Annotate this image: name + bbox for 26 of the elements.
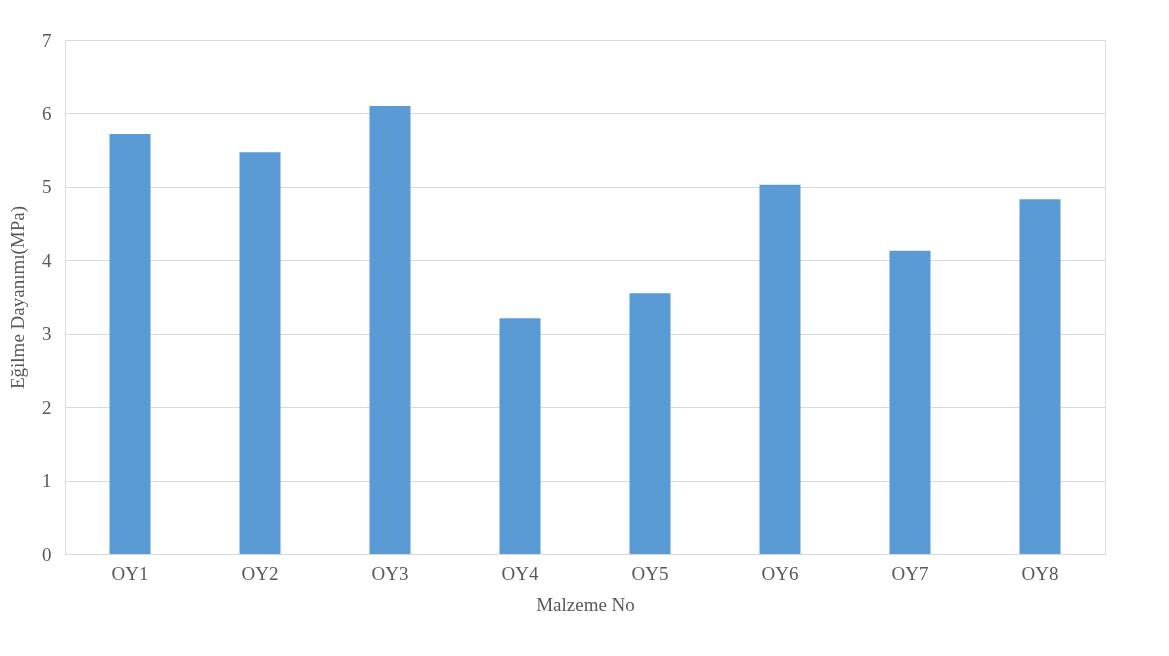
x-tick-label: OY1 bbox=[111, 562, 149, 584]
x-tick-label: OY7 bbox=[891, 562, 929, 584]
bar bbox=[889, 250, 931, 554]
x-tick-label: OY2 bbox=[241, 562, 279, 584]
y-tick-label: 1 bbox=[42, 470, 52, 492]
y-axis-title: Eğilme Dayanımı(MPa) bbox=[7, 205, 29, 390]
bar bbox=[369, 106, 411, 554]
x-tick-label: OY3 bbox=[371, 562, 409, 584]
bar bbox=[759, 184, 801, 554]
x-tick-label: OY5 bbox=[631, 562, 669, 584]
bar bbox=[239, 152, 281, 554]
x-axis-title: Malzeme No bbox=[536, 593, 635, 615]
bar bbox=[499, 318, 541, 554]
x-tick-label: OY6 bbox=[761, 562, 799, 584]
bar bbox=[109, 133, 151, 554]
y-tick-label: 6 bbox=[42, 102, 52, 124]
x-tick-label: OY8 bbox=[1021, 562, 1059, 584]
y-tick-label: 3 bbox=[42, 323, 52, 345]
y-tick-label: 4 bbox=[42, 249, 52, 271]
y-tick-label: 0 bbox=[42, 543, 52, 565]
y-tick-label: 2 bbox=[42, 396, 52, 418]
y-tick-label: 7 bbox=[42, 29, 52, 51]
y-tick-label: 5 bbox=[42, 176, 52, 198]
x-tick-label: OY4 bbox=[501, 562, 539, 584]
bar bbox=[1019, 199, 1061, 554]
bar bbox=[629, 293, 671, 554]
